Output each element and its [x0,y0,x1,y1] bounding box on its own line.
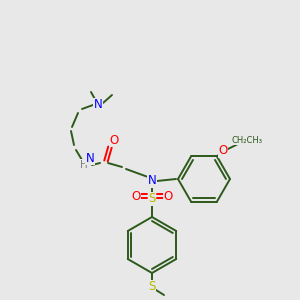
Text: N: N [85,152,94,164]
Text: H: H [80,160,88,170]
Text: N: N [94,98,102,112]
Text: S: S [148,193,156,206]
Text: S: S [148,280,156,293]
Text: O: O [164,190,172,202]
Text: O: O [110,134,118,146]
Text: O: O [131,190,141,202]
Text: CH₂CH₃: CH₂CH₃ [232,136,262,145]
Text: N: N [148,175,156,188]
Text: O: O [218,144,228,157]
